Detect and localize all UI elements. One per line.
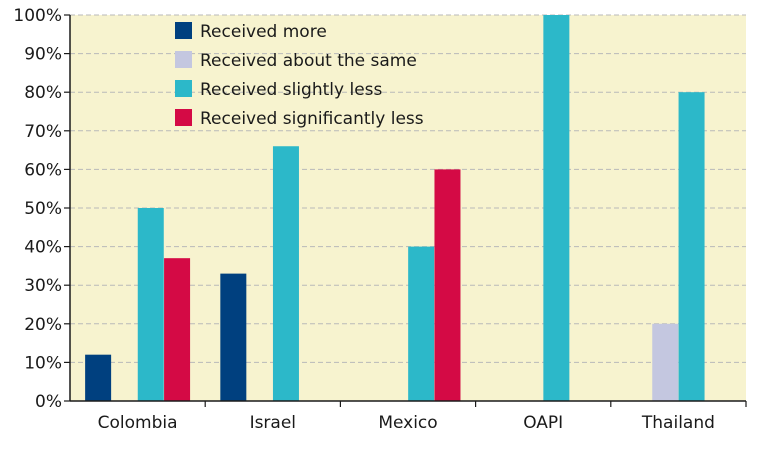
- x-tick-label: Thailand: [641, 413, 715, 433]
- x-tick-label: Colombia: [98, 413, 178, 433]
- bar-mexico-4: [434, 169, 461, 401]
- legend-label: Received more: [200, 22, 327, 42]
- bar-colombia-4: [164, 258, 191, 401]
- legend-swatch: [175, 51, 192, 68]
- bars: [85, 15, 705, 401]
- bar-colombia-1: [85, 354, 112, 401]
- bar-mexico-3: [408, 246, 435, 401]
- y-tick-label: 90%: [24, 45, 62, 65]
- y-tick-label: 100%: [13, 6, 62, 26]
- y-tick-label: 30%: [24, 276, 62, 296]
- y-tick-label: 70%: [24, 122, 62, 142]
- x-tick-label: OAPI: [523, 413, 563, 433]
- x-tick-label: Mexico: [378, 413, 437, 433]
- legend-swatch: [175, 80, 192, 97]
- bar-israel-1: [220, 273, 247, 401]
- bar-thailand-2: [652, 323, 679, 401]
- legend-label: Received significantly less: [200, 109, 424, 129]
- legend-label: Received about the same: [200, 51, 417, 71]
- axes: 0% 10% 20% 30% 40% 50% 60% 70% 80% 90% 100% Colombi…: [13, 6, 747, 433]
- bar-colombia-3: [137, 208, 164, 401]
- y-tick-label: 60%: [24, 160, 62, 180]
- x-tick-label: Israel: [250, 413, 296, 433]
- y-tick-label: 0%: [35, 392, 62, 412]
- bar-oapi-3: [543, 15, 570, 401]
- legend-swatch: [175, 109, 192, 126]
- legend-label: Received slightly less: [200, 80, 383, 100]
- y-tick-label: 40%: [24, 238, 62, 258]
- legend-swatch: [175, 22, 192, 39]
- bar-israel-3: [272, 146, 299, 401]
- legend: Received more Received about the same Rece…: [175, 22, 424, 129]
- y-tick-label: 80%: [24, 83, 62, 103]
- y-tick-label: 10%: [24, 353, 62, 373]
- y-tick-label: 20%: [24, 315, 62, 335]
- bar-thailand-3: [678, 92, 705, 401]
- y-tick-label: 50%: [24, 199, 62, 219]
